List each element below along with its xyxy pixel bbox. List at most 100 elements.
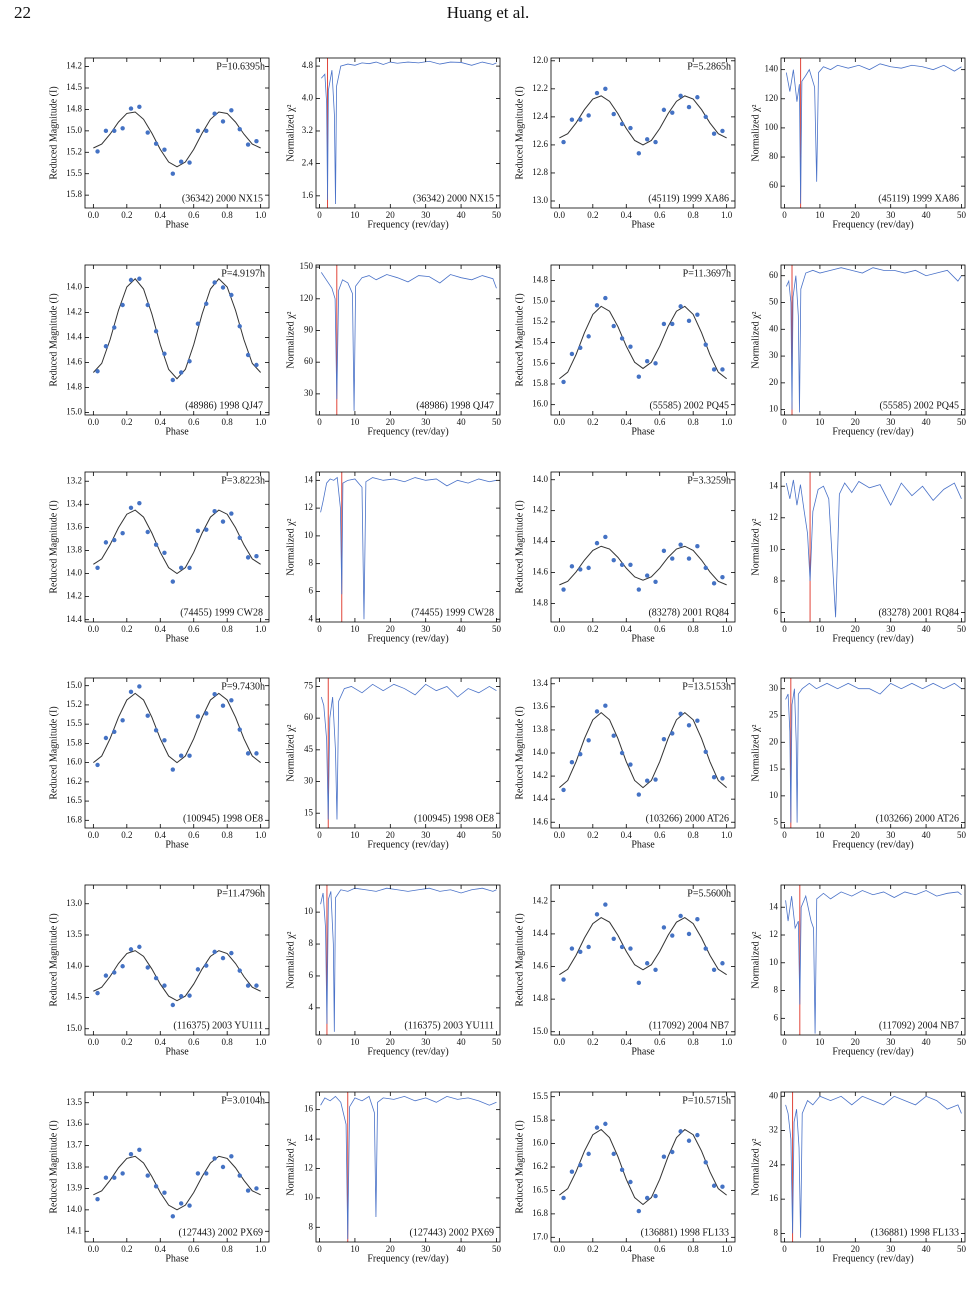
y-tick-label: 8 <box>774 575 779 585</box>
fit-curve <box>93 692 261 764</box>
plot-frame <box>315 884 501 1036</box>
y-tick-label: 12 <box>769 929 778 939</box>
x-tick-label: 50 <box>957 624 967 634</box>
y-tick-label: 15.0 <box>66 407 82 417</box>
data-point <box>237 535 242 540</box>
y-tick-label: 12.8 <box>532 167 548 177</box>
plot-frame <box>550 1091 736 1243</box>
x-tick-label: 0 <box>782 830 787 840</box>
plot-frame <box>550 884 736 1036</box>
y-axis-label: Reduced Magnitude (I) <box>48 500 59 593</box>
object-label: (48986) 1998 QJ47 <box>416 400 494 411</box>
y-tick-label: 15.8 <box>532 1114 548 1124</box>
y-tick-label: 14.8 <box>66 382 82 392</box>
data-point <box>170 1002 176 1008</box>
data-point <box>670 933 675 938</box>
object-label: (74455) 1999 CW28 <box>411 607 494 618</box>
data-point <box>128 947 134 952</box>
periodogram-line <box>785 267 962 413</box>
data-point <box>103 128 109 134</box>
y-tick-label: 14.0 <box>66 1204 82 1214</box>
data-point <box>212 691 217 697</box>
data-point <box>628 344 633 349</box>
data-point <box>619 336 625 341</box>
data-point <box>229 292 234 298</box>
y-tick-label: 13.7 <box>66 1140 82 1150</box>
data-point <box>112 128 117 134</box>
data-point <box>137 500 142 506</box>
x-tick-label: 20 <box>386 624 396 634</box>
data-point <box>586 738 591 743</box>
y-tick-label: 14 <box>769 901 779 911</box>
panel: 0.0 0.2 0.4 0.6 0.8 1.0 13.5 13.6 13.7 13.8 13.9 14… <box>48 1091 270 1264</box>
data-point <box>670 556 675 561</box>
data-point <box>212 509 217 514</box>
y-tick-label: 14.8 <box>532 598 548 608</box>
x-tick-label: 20 <box>851 624 861 634</box>
period-label: P=11.4796h <box>217 888 265 899</box>
data-point <box>644 778 650 783</box>
y-tick-label: 90 <box>304 325 314 335</box>
x-tick-label: 50 <box>957 830 967 840</box>
plot-area <box>559 534 727 592</box>
x-tick-label: 50 <box>492 210 502 220</box>
object-label: (83278) 2001 RQ84 <box>648 607 729 618</box>
data-point <box>586 334 591 339</box>
data-point <box>670 731 675 736</box>
x-axis-label: Frequency (rev/day) <box>832 1046 913 1057</box>
x-axis-label: Frequency (rev/day) <box>367 1253 448 1264</box>
x-axis-label: Frequency (rev/day) <box>832 633 913 644</box>
periodogram-line <box>785 479 962 618</box>
data-point <box>703 565 708 571</box>
data-point <box>220 285 226 290</box>
data-point <box>178 994 184 999</box>
data-point <box>661 107 667 113</box>
data-point <box>678 913 683 919</box>
y-tick-label: 10 <box>304 906 314 916</box>
y-tick-label: 14.6 <box>532 567 548 577</box>
panel: 0 10 20 30 40 50 4 6 8 10 Frequency (rev/day) Norma… <box>285 884 501 1057</box>
data-point <box>162 147 167 152</box>
x-tick-label: 1.0 <box>255 1244 267 1254</box>
data-point <box>628 562 633 567</box>
data-point <box>628 762 633 767</box>
y-tick-label: 14.0 <box>532 474 548 484</box>
x-tick-label: 1.0 <box>255 1037 267 1047</box>
data-point <box>204 963 209 968</box>
x-axis-label: Frequency (rev/day) <box>367 839 448 850</box>
x-tick-label: 0.2 <box>587 417 598 427</box>
data-point <box>686 318 692 324</box>
x-tick-label: 50 <box>957 210 967 220</box>
data-point <box>703 1160 708 1165</box>
x-tick-label: 20 <box>386 1244 396 1254</box>
y-tick-label: 13.6 <box>532 701 548 711</box>
x-axis-label: Frequency (rev/day) <box>367 1046 448 1057</box>
data-point <box>237 1173 242 1178</box>
data-point <box>594 90 600 96</box>
x-tick-label: 40 <box>457 830 467 840</box>
y-tick-label: 14.4 <box>66 332 82 342</box>
data-point <box>245 142 251 147</box>
data-point <box>229 1154 234 1159</box>
x-tick-label: 30 <box>886 417 896 427</box>
y-tick-label: 15.8 <box>66 737 82 747</box>
data-point <box>578 117 583 122</box>
data-point <box>611 557 616 563</box>
data-point <box>153 141 159 146</box>
data-point <box>229 511 234 516</box>
x-tick-label: 0.0 <box>554 1037 566 1047</box>
y-tick-label: 10 <box>769 543 779 553</box>
x-tick-label: 0.8 <box>688 830 700 840</box>
y-tick-label: 13.8 <box>66 1161 82 1171</box>
y-tick-label: 1.6 <box>302 190 314 200</box>
x-tick-label: 30 <box>886 1037 896 1047</box>
plot-area <box>785 58 962 208</box>
y-tick-label: 14.2 <box>66 307 82 317</box>
plot-frame <box>550 264 736 416</box>
x-tick-label: 40 <box>457 1037 467 1047</box>
x-tick-label: 0.4 <box>155 830 167 840</box>
data-point <box>254 1186 259 1191</box>
data-point <box>586 565 591 571</box>
object-label: (127443) 2002 PX69 <box>179 1227 263 1238</box>
x-tick-label: 0.4 <box>621 417 633 427</box>
